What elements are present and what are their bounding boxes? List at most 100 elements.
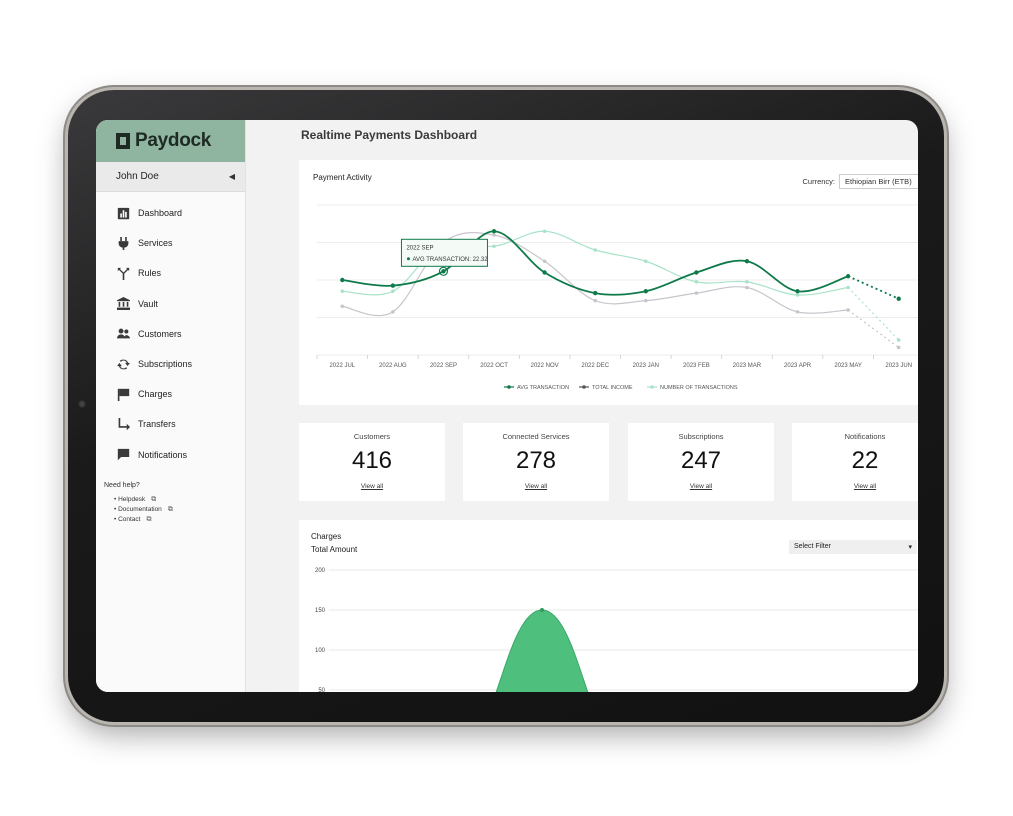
- help-link-label: • Contact: [114, 515, 141, 523]
- plug-icon: [116, 236, 130, 250]
- legend-label: AVG TRANSACTION: [517, 385, 569, 391]
- data-point: [896, 345, 901, 350]
- data-point: [845, 274, 851, 279]
- sidebar-item-label: Customers: [138, 328, 182, 339]
- collapse-arrow-icon[interactable]: ◀: [228, 172, 235, 181]
- currency-value: Ethiopian Birr (ETB): [845, 177, 912, 186]
- data-point: [643, 289, 648, 294]
- payment-activity-chart: 2022 JUL 2022 AUG 2022 SEP 2022 OCT 2022 NOV…: [316, 204, 918, 391]
- view-all-link[interactable]: View all: [524, 483, 548, 490]
- currency-label: Currency:: [802, 177, 835, 186]
- data-point: [795, 310, 800, 314]
- data-point: [492, 244, 496, 249]
- series-projection-line: [847, 309, 900, 348]
- help-link-documentation[interactable]: • Documentation ⧉: [104, 505, 245, 515]
- data-point: [542, 259, 547, 264]
- stat-card-notifications: Notifications 22 View all: [792, 423, 918, 501]
- logo[interactable]: Paydock: [96, 120, 245, 162]
- legend-label: NUMBER OF TRANSACTIONS: [660, 385, 738, 391]
- x-tick-label: 2023 FEB: [683, 363, 710, 369]
- data-point: [643, 259, 648, 264]
- user-name: John Doe: [116, 171, 159, 182]
- data-point: [491, 229, 497, 234]
- hover-point-ring: [438, 266, 449, 276]
- sidebar-item-label: Charges: [138, 389, 173, 400]
- screen: Paydock John Doe ◀ Dashboard Services Ru…: [96, 120, 918, 692]
- data-point: [846, 285, 850, 290]
- logo-text: Paydock: [135, 130, 212, 151]
- data-point: [643, 298, 648, 303]
- data-point: [694, 291, 699, 295]
- y-tick-label: 50: [318, 688, 325, 692]
- y-tick-label: 200: [315, 568, 326, 574]
- sidebar-item-rules[interactable]: Rules: [96, 258, 245, 288]
- help-title: Need help?: [104, 481, 140, 489]
- currency-control: Currency: Ethiopian Birr (ETB) ▾: [802, 174, 918, 189]
- sidebar-item-notifications[interactable]: Notifications: [96, 440, 245, 470]
- camera: [78, 400, 86, 408]
- help-link-label: • Documentation: [114, 505, 162, 513]
- view-all-link[interactable]: View all: [853, 483, 877, 490]
- payment-activity-title: Payment Activity: [313, 173, 372, 182]
- sidebar-item-label: Transfers: [138, 419, 176, 430]
- data-point: [340, 289, 345, 294]
- x-tick-label: 2022 DEC: [581, 363, 609, 369]
- select-filter-dropdown[interactable]: Select Filter ▾: [789, 540, 917, 554]
- currency-select[interactable]: Ethiopian Birr (ETB) ▾: [839, 174, 918, 189]
- charges-subtitle: Total Amount: [311, 545, 358, 554]
- data-point: [391, 289, 395, 294]
- data-point: [540, 608, 544, 612]
- people-icon: [116, 327, 130, 341]
- help-link-helpdesk[interactable]: • Helpdesk ⧉: [104, 495, 245, 505]
- user-menu[interactable]: John Doe ◀: [96, 162, 245, 192]
- sidebar-item-vault[interactable]: Vault: [96, 289, 245, 319]
- sidebar-item-dashboard[interactable]: Dashboard: [96, 198, 245, 228]
- view-all-link[interactable]: View all: [689, 483, 713, 490]
- data-point: [542, 229, 547, 234]
- stat-value: 247: [680, 447, 722, 474]
- help-link-contact[interactable]: • Contact ⧉: [104, 515, 245, 525]
- main-content: Realtime Payments Dashboard 2022 JUL 2022…: [246, 120, 918, 692]
- x-tick-label: 2022 OCT: [480, 363, 508, 369]
- sidebar-item-customers[interactable]: Customers: [96, 319, 245, 349]
- sidebar-item-transfers[interactable]: Transfers: [96, 409, 245, 439]
- x-tick-label: 2023 MAY: [834, 363, 862, 369]
- filter-placeholder: Select Filter: [794, 543, 831, 550]
- fork-icon: [116, 266, 130, 280]
- sidebar-item-label: Subscriptions: [138, 359, 193, 370]
- data-point: [694, 280, 699, 284]
- stat-value: 416: [351, 447, 393, 474]
- data-point: [593, 248, 598, 252]
- chat-icon: [116, 448, 130, 462]
- sidebar-item-services[interactable]: Services: [96, 228, 245, 258]
- data-point: [391, 310, 395, 314]
- sidebar-item-subscriptions[interactable]: Subscriptions: [96, 349, 245, 379]
- x-tick-label: 2022 JUL: [329, 363, 355, 369]
- legend-marker: [650, 385, 654, 389]
- data-point: [492, 233, 496, 237]
- x-tick-label: 2023 APR: [784, 363, 812, 369]
- charges-title: Charges: [311, 532, 342, 541]
- y-tick-label: 150: [315, 608, 326, 614]
- data-point: [340, 304, 345, 309]
- sidebar-item-charges[interactable]: Charges: [96, 379, 245, 409]
- payment-activity-card: 2022 JUL 2022 AUG 2022 SEP 2022 OCT 2022 NOV…: [299, 160, 918, 405]
- x-tick-label: 2022 SEP: [430, 363, 457, 369]
- data-point: [340, 277, 345, 283]
- bank-icon: [116, 297, 130, 311]
- external-link-icon: ⧉: [167, 505, 173, 513]
- legend-label: TOTAL INCOME: [592, 385, 633, 391]
- tooltip-title: 2022 SEP: [406, 245, 433, 251]
- charges-card: 200 150 100 50 Charges Total Amount Select …: [299, 520, 918, 692]
- help-section: Need help? • Helpdesk ⧉ • Documentation ⧉ …: [96, 470, 245, 525]
- charges-chart: 200 150 100 50: [315, 568, 918, 692]
- area-series: [495, 609, 589, 692]
- legend-marker: [507, 385, 511, 389]
- tooltip-line: AVG TRANSACTION: 22.32: [412, 257, 488, 263]
- data-point: [593, 298, 598, 303]
- chart-tooltip: [400, 238, 488, 267]
- view-all-link[interactable]: View all: [360, 483, 384, 490]
- stat-title: Subscriptions: [678, 432, 724, 441]
- sidebar-nav: Dashboard Services Rules Vault Customers: [96, 192, 245, 470]
- data-point: [745, 280, 749, 284]
